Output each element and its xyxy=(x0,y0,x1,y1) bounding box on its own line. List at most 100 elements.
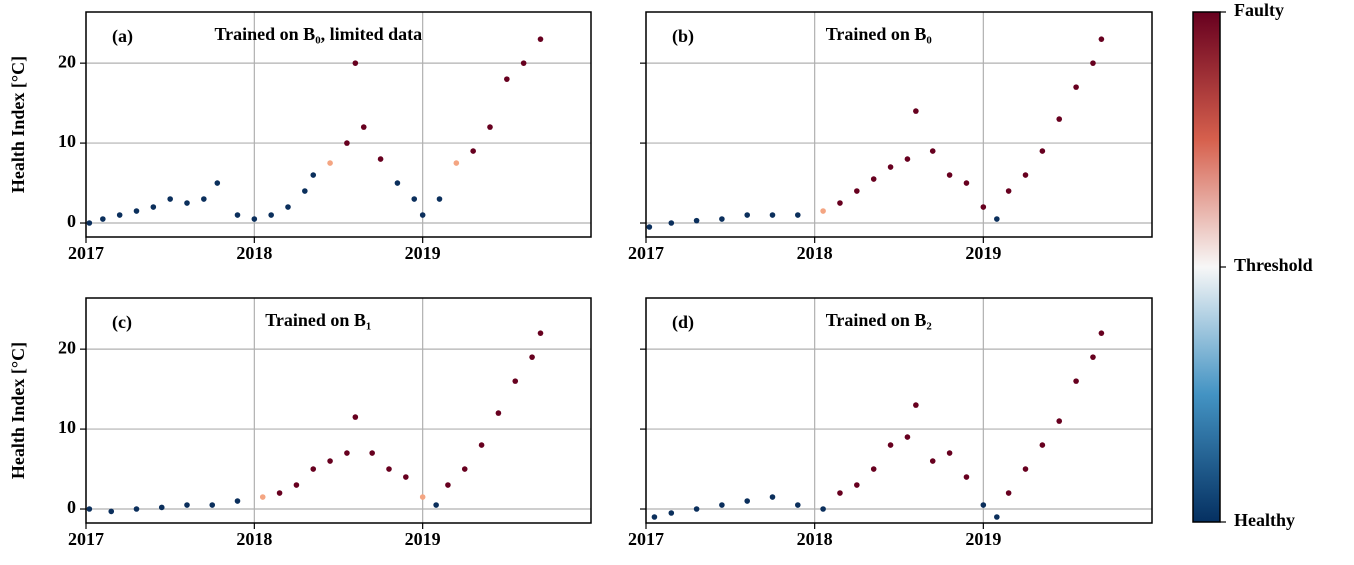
point xyxy=(963,474,970,480)
point xyxy=(184,200,190,206)
point xyxy=(994,514,1000,520)
y-axis-label: Health Index [°C] xyxy=(8,56,28,193)
y-tick-label: 20 xyxy=(58,51,76,71)
x-tick-label: 2018 xyxy=(236,243,272,263)
point xyxy=(512,378,519,384)
point xyxy=(795,212,801,218)
point xyxy=(887,442,894,448)
point xyxy=(108,508,115,515)
point xyxy=(668,220,675,226)
point xyxy=(946,450,953,456)
point xyxy=(854,482,860,488)
point xyxy=(820,208,826,214)
panel-title: Trained on B₀ xyxy=(826,24,932,44)
point xyxy=(1098,36,1105,42)
point xyxy=(150,204,157,210)
point xyxy=(403,474,409,480)
point xyxy=(651,514,658,520)
point xyxy=(377,156,384,162)
point xyxy=(913,108,919,114)
point xyxy=(1073,84,1079,90)
point xyxy=(837,200,843,206)
point xyxy=(529,354,535,360)
colorbar-label: Faulty xyxy=(1234,0,1284,20)
point xyxy=(769,212,776,218)
point xyxy=(1056,418,1063,424)
point xyxy=(1073,378,1079,384)
point xyxy=(293,482,300,488)
point xyxy=(795,502,801,508)
point xyxy=(646,224,653,230)
panel-title: Trained on B₁ xyxy=(265,310,371,330)
colorbar xyxy=(1192,11,1221,523)
point xyxy=(1039,442,1046,448)
point xyxy=(259,494,266,500)
point xyxy=(310,466,317,472)
point xyxy=(994,216,1000,222)
x-tick-label: 2017 xyxy=(68,529,104,549)
point xyxy=(946,172,953,178)
point xyxy=(209,502,216,508)
point xyxy=(887,164,894,170)
point xyxy=(1039,148,1046,154)
y-axis-label: Health Index [°C] xyxy=(8,342,28,479)
point xyxy=(820,506,826,512)
point xyxy=(1005,490,1012,496)
point xyxy=(352,414,359,420)
point xyxy=(461,466,468,472)
points xyxy=(86,36,544,226)
point xyxy=(327,458,333,464)
x-tick-label: 2017 xyxy=(68,243,104,263)
point xyxy=(394,180,401,186)
point xyxy=(453,160,460,166)
point xyxy=(419,212,426,218)
point xyxy=(495,410,502,416)
point xyxy=(251,216,258,222)
point xyxy=(904,156,911,162)
point xyxy=(870,466,877,472)
y-tick-label: 10 xyxy=(58,417,76,437)
point xyxy=(470,148,476,154)
point xyxy=(445,482,451,488)
panel-label: (b) xyxy=(672,26,694,47)
point xyxy=(433,502,439,508)
panel-title: Trained on B₀, limited data xyxy=(215,24,423,44)
x-tick-label: 2018 xyxy=(236,529,272,549)
point xyxy=(352,60,359,66)
points xyxy=(651,330,1105,520)
point xyxy=(478,442,485,448)
point xyxy=(268,212,274,218)
point xyxy=(327,160,333,166)
point xyxy=(693,217,700,224)
point xyxy=(285,204,291,210)
point xyxy=(520,60,527,66)
point xyxy=(419,494,426,500)
point xyxy=(719,502,725,508)
colorbar-label: Threshold xyxy=(1234,255,1313,275)
point xyxy=(980,502,987,508)
x-tick-label: 2018 xyxy=(797,243,833,263)
point xyxy=(310,172,317,178)
plot-frame xyxy=(85,297,592,524)
point xyxy=(386,466,392,472)
y-tick-label: 20 xyxy=(58,337,76,357)
y-tick-label: 10 xyxy=(58,131,76,151)
point xyxy=(133,208,140,214)
point xyxy=(769,494,776,500)
plot-frame xyxy=(645,297,1153,524)
point xyxy=(344,450,350,456)
colorbar-label: Healthy xyxy=(1234,510,1295,530)
x-tick-label: 2017 xyxy=(628,529,664,549)
point xyxy=(980,204,987,210)
point xyxy=(744,498,750,504)
point xyxy=(1022,172,1029,178)
point xyxy=(436,196,443,202)
point xyxy=(1022,466,1029,472)
point xyxy=(214,180,221,186)
x-tick-label: 2019 xyxy=(405,243,441,263)
point xyxy=(411,196,418,202)
x-tick-label: 2019 xyxy=(965,243,1001,263)
panel-label: (d) xyxy=(672,312,694,333)
x-tick-label: 2017 xyxy=(628,243,664,263)
points xyxy=(646,36,1105,230)
